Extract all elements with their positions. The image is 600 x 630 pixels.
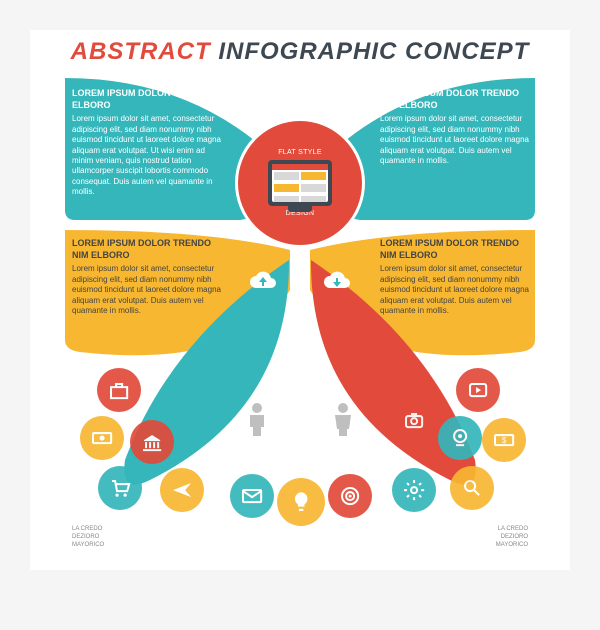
text-top-left: LOREM IPSUM DOLOR TRENDO ELBORO Lorem ip…	[72, 88, 222, 198]
monitor-icon	[268, 160, 332, 206]
infographic-canvas: ABSTRACT INFOGRAPHIC CONCEPT LOREM IPSUM…	[30, 30, 570, 570]
mail-icon	[230, 474, 274, 518]
cloud-up-icon	[248, 270, 278, 294]
search-icon	[450, 466, 494, 510]
video-icon	[456, 368, 500, 412]
cloud-down-icon	[322, 270, 352, 294]
webcam-icon	[438, 416, 482, 460]
cart-icon	[98, 466, 142, 510]
text-mid-right: LOREM IPSUM DOLOR TRENDO NIM ELBORO Lore…	[380, 238, 530, 316]
person-left-icon	[246, 402, 268, 436]
center-top-label: FLAT STYLE	[278, 149, 322, 156]
dollar2-icon: $	[482, 418, 526, 462]
center-badge: FLAT STYLE DESIGN	[235, 118, 365, 248]
target-icon	[328, 474, 372, 518]
plane-icon	[160, 468, 204, 512]
bulb-icon	[277, 478, 325, 526]
svg-text:$: $	[502, 436, 507, 445]
dollar-icon	[80, 416, 124, 460]
footer-left: LA CREDODEZIOROMAYORICO	[72, 526, 104, 549]
text-mid-left: LOREM IPSUM DOLOR TRENDO NIM ELBORO Lore…	[72, 238, 222, 316]
gear-icon	[392, 468, 436, 512]
camera-icon	[392, 398, 436, 442]
stem	[291, 240, 309, 440]
briefcase-icon	[97, 368, 141, 412]
bank-icon	[130, 420, 174, 464]
person-right-icon	[332, 402, 354, 436]
text-top-right: LOREM IPSUM DOLOR TRENDO NIM ELBORO Lore…	[380, 88, 530, 166]
footer-right: LA CREDODEZIOROMAYORICO	[496, 526, 528, 549]
